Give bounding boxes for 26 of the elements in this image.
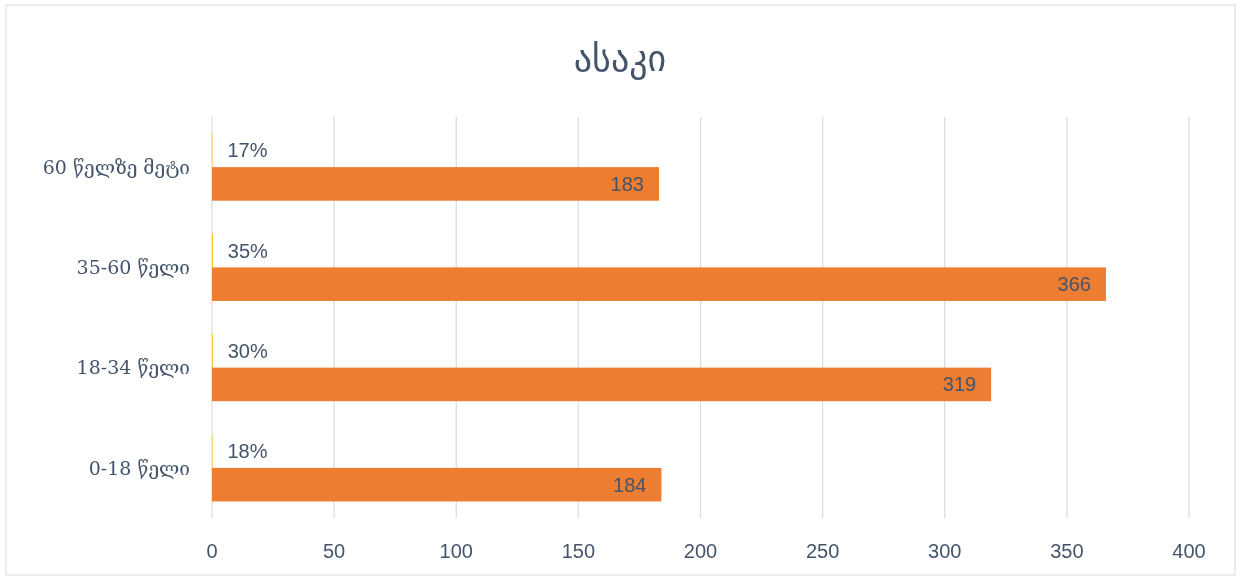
bar: [212, 267, 1106, 301]
data-label: 30%: [227, 339, 268, 362]
x-tick-label: 0: [206, 540, 218, 562]
y-tick-label: 35-60 წელი: [76, 256, 190, 279]
chart-title: ასაკი: [573, 37, 667, 80]
x-tick-label: 300: [928, 540, 962, 562]
x-tick-label: 50: [323, 540, 346, 562]
data-label: 17%: [227, 139, 268, 162]
data-label: 18%: [227, 440, 268, 463]
x-tick-label: 250: [805, 540, 840, 562]
bar: [212, 467, 662, 502]
y-tick-label: 0-18 წელი: [88, 456, 190, 479]
x-tick-label: 100: [439, 540, 473, 562]
data-label: 184: [613, 473, 647, 496]
data-label: 183: [610, 172, 644, 195]
x-tick-label: 200: [683, 540, 718, 562]
data-label: 35%: [227, 239, 269, 262]
data-label: 366: [1057, 273, 1091, 296]
x-tick-label: 150: [561, 540, 596, 562]
y-tick-label: 18-34 წელი: [76, 356, 190, 379]
data-label: 319: [942, 373, 977, 396]
bar: [212, 367, 992, 402]
x-tick-label: 400: [1172, 540, 1206, 562]
bar: [212, 167, 659, 201]
x-tick-label: 350: [1050, 540, 1084, 562]
y-tick-label: 60 წელზე მეტი: [42, 155, 190, 178]
